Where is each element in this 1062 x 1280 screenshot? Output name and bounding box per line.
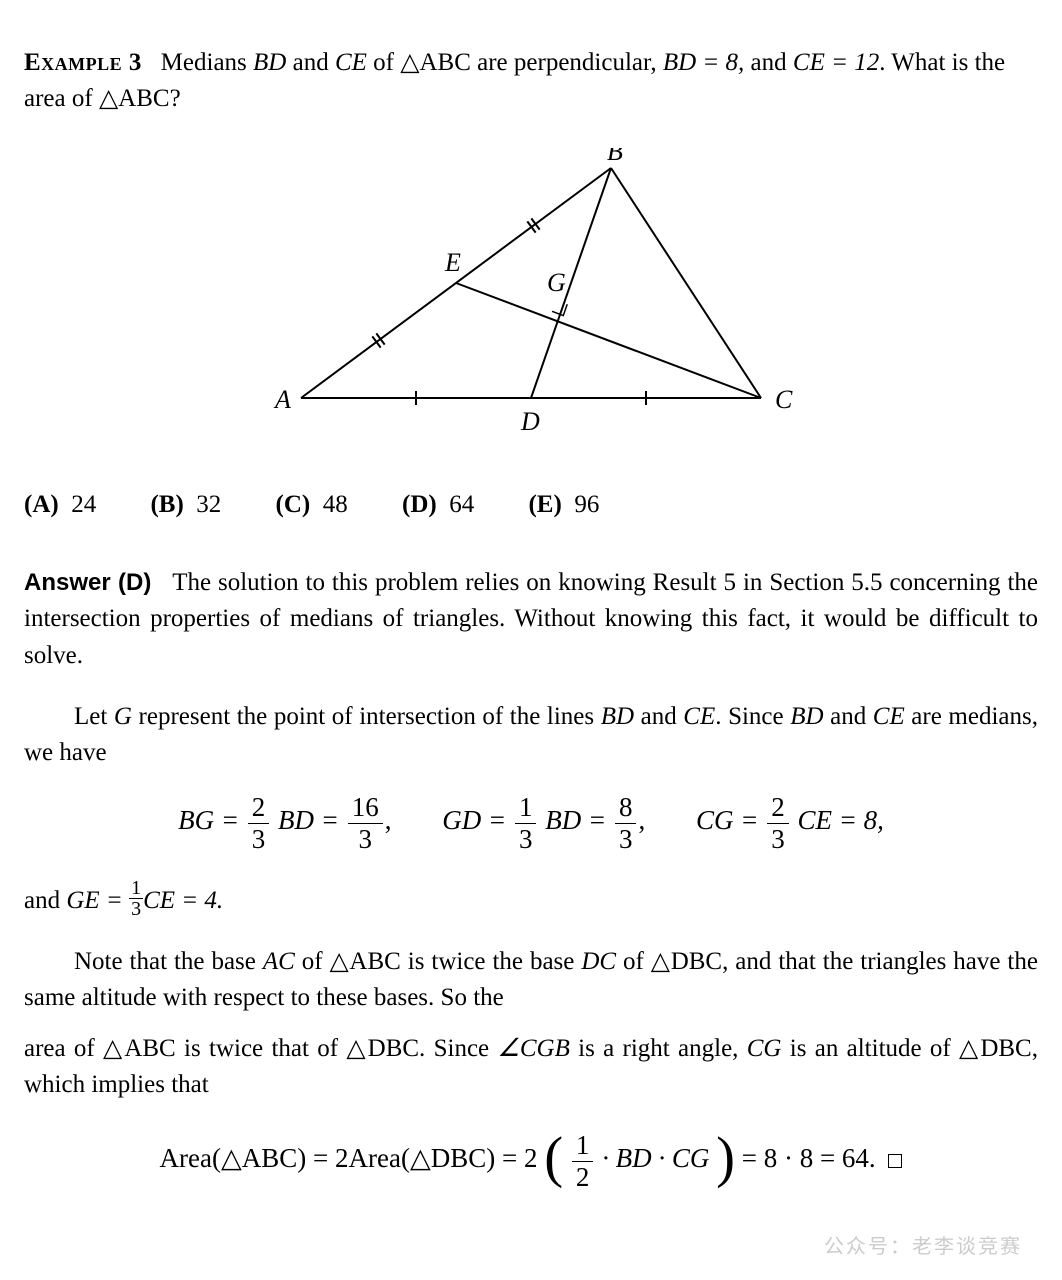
choice-e: (E) 96 xyxy=(528,487,599,523)
svg-text:A: A xyxy=(273,385,291,414)
choice-b: (B) 32 xyxy=(150,487,221,523)
svg-text:C: C xyxy=(775,385,793,414)
qed-box xyxy=(888,1154,902,1168)
choice-a: (A) 24 xyxy=(24,487,96,523)
answer-label: Answer (D) xyxy=(24,569,151,596)
equation-2: Area(△ABC) = 2Area(△DBC) = 2 ( 12 · BD ·… xyxy=(24,1131,1038,1191)
answer-choices: (A) 24 (B) 32 (C) 48 (D) 64 (E) 96 xyxy=(24,487,1038,523)
svg-text:G: G xyxy=(547,268,566,297)
svg-text:E: E xyxy=(444,248,461,277)
example-statement: Example 3 Medians BD and CE of △ABC are … xyxy=(24,45,1038,118)
svg-text:B: B xyxy=(607,148,623,166)
solution-p3: and GE = 13CE = 4. xyxy=(24,878,1038,919)
equation-1: BG = 23 BD = 163, GD = 13 BD = 83, CG = … xyxy=(24,793,1038,853)
svg-text:D: D xyxy=(520,407,540,436)
example-label: Example 3 xyxy=(24,49,142,76)
solution-p5: area of △ABC is twice that of △DBC. Sinc… xyxy=(24,1031,1038,1104)
solution-p2: Let G represent the point of intersectio… xyxy=(24,699,1038,772)
solution-p4: Note that the base AC of △ABC is twice t… xyxy=(24,944,1038,1017)
triangle-diagram: A B C D E G xyxy=(231,148,831,448)
figure: A B C D E G xyxy=(24,148,1038,459)
choice-c: (C) 48 xyxy=(276,487,348,523)
watermark: 公众号：老李谈竞赛 xyxy=(824,1233,1022,1262)
solution-p1: Answer (D) The solution to this problem … xyxy=(24,565,1038,674)
choice-d: (D) 64 xyxy=(402,487,474,523)
